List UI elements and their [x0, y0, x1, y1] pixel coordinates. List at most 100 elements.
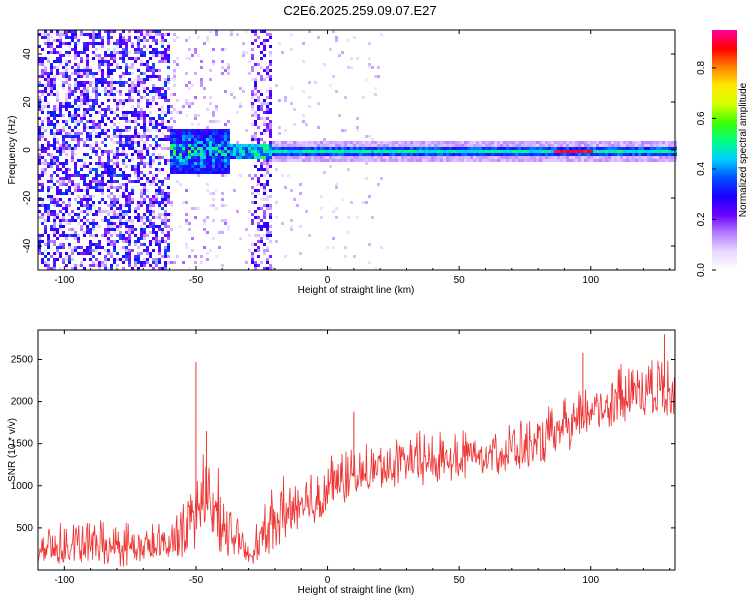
spectrogram-cell	[299, 192, 302, 195]
spectrogram-cell	[596, 159, 599, 162]
spectrogram-cell	[374, 93, 377, 96]
spectrogram-cell	[176, 171, 179, 174]
spectrogram-cell	[155, 126, 158, 129]
spectrogram-cell	[83, 111, 86, 114]
spectrogram-cell	[524, 150, 527, 153]
snr-x-ticks: -100 -50 0 50 100	[37, 330, 671, 586]
spectrogram-cell	[158, 114, 161, 117]
spectrogram-cell	[251, 78, 254, 81]
spectrogram-cell	[221, 162, 224, 165]
spectrogram-cell	[65, 171, 68, 174]
spectrogram-cell	[110, 30, 113, 33]
spectrogram-cell	[398, 141, 401, 144]
spectrogram-cell	[224, 150, 227, 153]
spectrogram-cell	[350, 147, 353, 150]
spectrogram-cell	[470, 153, 473, 156]
spectrogram-cell	[140, 171, 143, 174]
spectrogram-cell	[305, 210, 308, 213]
spectrogram-cell	[47, 180, 50, 183]
spectrogram-cell	[116, 42, 119, 45]
spectrogram-cell	[80, 69, 83, 72]
spectrogram-cell	[173, 156, 176, 159]
spectrogram-cell	[62, 120, 65, 123]
spectrogram-cell	[554, 141, 557, 144]
spectrogram-cell	[95, 264, 98, 267]
spectrogram-cell	[455, 147, 458, 150]
spectrogram-cell	[215, 150, 218, 153]
spectrogram-cell	[584, 147, 587, 150]
spectrogram-cell	[53, 66, 56, 69]
spectrogram-cell	[185, 132, 188, 135]
snr-frame	[37, 329, 676, 571]
spectrogram-cell	[140, 252, 143, 255]
spectrogram-cell	[263, 120, 266, 123]
spectrogram-cell	[179, 150, 182, 153]
spectrogram-cell	[113, 93, 116, 96]
spectrogram-cell	[503, 159, 506, 162]
spectrogram-cell	[251, 105, 254, 108]
spectrogram-cell	[65, 108, 68, 111]
spectrogram-cell	[206, 129, 209, 132]
spectrogram-cell	[263, 189, 266, 192]
spectrogram-cell	[170, 78, 173, 81]
spectrogram-cell	[86, 219, 89, 222]
spectrogram-cell	[251, 42, 254, 45]
spectrogram-cell	[503, 147, 506, 150]
spectrogram-cell	[215, 120, 218, 123]
spectrogram-cell	[77, 42, 80, 45]
spectrogram-cell	[149, 120, 152, 123]
spectrogram-cell	[173, 60, 176, 63]
spectrogram-cell	[53, 144, 56, 147]
spectrogram-cell	[77, 183, 80, 186]
spectrogram-cell	[572, 153, 575, 156]
spectrogram-cell	[56, 33, 59, 36]
spectrogram-cell	[191, 168, 194, 171]
spectrogram-cell	[110, 174, 113, 177]
spectrogram-cell	[176, 132, 179, 135]
spectrogram-cell	[74, 114, 77, 117]
spectrogram-cell	[158, 171, 161, 174]
spectrogram-cell	[146, 261, 149, 264]
spectrogram-cell	[353, 156, 356, 159]
spectrogram-cell	[74, 183, 77, 186]
spectrogram-cell	[194, 261, 197, 264]
spectrogram-cell	[50, 156, 53, 159]
spectrogram-cell	[59, 210, 62, 213]
spectrogram-cell	[68, 246, 71, 249]
spectrogram-cell	[107, 168, 110, 171]
spectrogram-cell	[392, 150, 395, 153]
spectrogram-cell	[263, 216, 266, 219]
spectrogram-cell	[146, 63, 149, 66]
colorbar-ticks: 0.00.20.40.60.8	[696, 61, 716, 277]
spectrogram-cell	[53, 222, 56, 225]
spectrogram-cell	[143, 114, 146, 117]
spectrogram-cell	[53, 183, 56, 186]
spectrogram-cell	[413, 147, 416, 150]
spectrogram-cell	[176, 153, 179, 156]
spectrogram-cell	[104, 168, 107, 171]
spectrogram-cell	[41, 75, 44, 78]
spectrogram-cell	[86, 207, 89, 210]
spectrogram-cell	[596, 147, 599, 150]
spectrogram-cell	[125, 240, 128, 243]
spectrogram-cell	[257, 192, 260, 195]
spectrogram-cell	[638, 141, 641, 144]
spectrogram-cell	[83, 180, 86, 183]
spectrogram-cell	[146, 249, 149, 252]
spectrogram-cell	[578, 144, 581, 147]
spectrogram-cell	[209, 102, 212, 105]
spectrogram-cell	[95, 78, 98, 81]
spectrogram-cell	[143, 144, 146, 147]
spectrogram-cell	[143, 222, 146, 225]
spectrogram-cell	[140, 225, 143, 228]
y-tick-label: 1500	[11, 439, 34, 450]
spectrogram-cell	[251, 222, 254, 225]
spectrogram-cell	[122, 267, 125, 270]
spectrogram-cell	[575, 156, 578, 159]
spectrogram-cell	[44, 159, 47, 162]
spectrogram-cell	[233, 96, 236, 99]
spectrogram-cell	[68, 36, 71, 39]
spectrogram-cell	[275, 156, 278, 159]
spectrogram-cell	[128, 39, 131, 42]
spectrogram-cell	[260, 51, 263, 54]
